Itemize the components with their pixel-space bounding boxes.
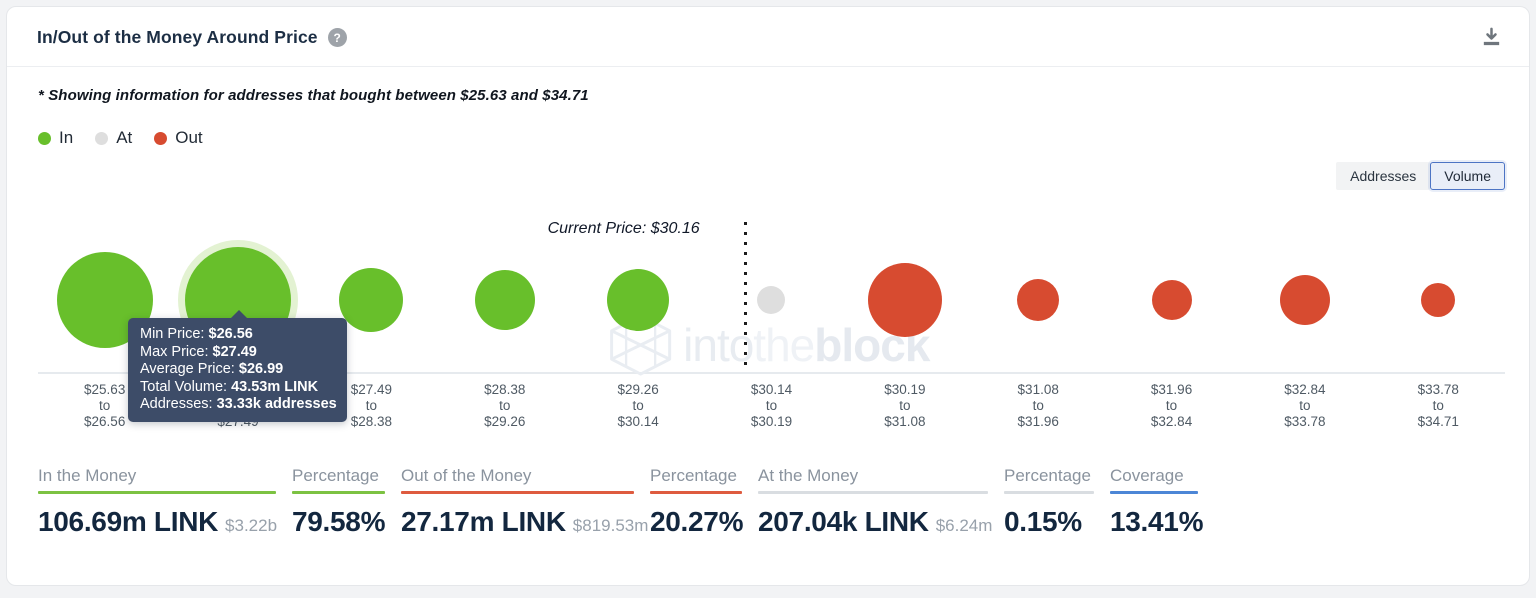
stat-secondary-at-the-money-5: $6.24m	[935, 516, 993, 535]
page-title: In/Out of the Money Around Price	[37, 27, 318, 47]
stat-underline-percentage-6	[1004, 491, 1094, 494]
stat-value-row-percentage-4: 20.27%	[650, 506, 744, 538]
bubble-column-3	[305, 206, 438, 372]
stat-value-percentage-6: 0.15%	[1004, 506, 1082, 537]
legend-item-out[interactable]: Out	[154, 128, 203, 148]
stat-percentage-6: Percentage 0.15%	[1004, 466, 1094, 538]
legend-item-at[interactable]: At	[95, 128, 132, 148]
bubble-out-9[interactable]	[1151, 280, 1192, 320]
bubble-in-5[interactable]	[607, 269, 670, 331]
stat-secondary-in-the-money-1: $3.22b	[225, 516, 278, 535]
legend-label-out: Out	[175, 128, 203, 147]
axis-label-11: $33.78 to $34.71	[1417, 382, 1459, 429]
stat-value-in-the-money-1: 106.69m LINK	[38, 506, 219, 537]
axis-label-9: $31.96 to $32.84	[1150, 382, 1193, 429]
bubble-out-10[interactable]	[1279, 275, 1330, 325]
bubble-in-3[interactable]	[339, 268, 404, 332]
legend-dot-in-icon	[38, 131, 51, 145]
view-toggle: Addresses Volume	[38, 162, 1505, 190]
bubble-column-5	[571, 206, 704, 372]
bubble-out-11[interactable]	[1421, 283, 1456, 317]
tooltip-row-3: Average Price: $26.99	[140, 361, 284, 377]
legend-dot-at-icon	[95, 131, 109, 145]
view-toggle-volume-button[interactable]: Volume	[1430, 162, 1505, 190]
axis-label-7: $30.19 to $31.08	[884, 382, 926, 429]
stat-percentage-4: Percentage 20.27%	[650, 466, 744, 538]
stat-value-percentage-2: 79.58%	[292, 506, 386, 537]
stat-at-the-money-5: At the Money 207.04k LINK $6.24m	[758, 466, 992, 538]
stat-value-percentage-4: 20.27%	[650, 506, 744, 537]
axis-label-5: $29.26 to $30.14	[617, 382, 659, 429]
bubble-column-8	[972, 206, 1105, 372]
bubble-tooltip: Min Price: $26.56 Max Price: $27.49 Averag…	[128, 310, 347, 422]
bubble-column-4	[438, 206, 571, 372]
tooltip-row-5: Addresses: 33.33k addresses	[140, 396, 337, 412]
bubble-column-6	[705, 206, 838, 372]
stat-label-percentage-6: Percentage	[1004, 466, 1091, 485]
stat-underline-percentage-4	[650, 491, 742, 494]
legend: In At Out	[38, 128, 1505, 148]
legend-item-in[interactable]: In	[38, 128, 73, 148]
stat-percentage-2: Percentage 79.58%	[292, 466, 385, 538]
card-body: * Showing information for addresses that…	[7, 67, 1529, 538]
bubble-column-7	[838, 206, 971, 372]
stat-secondary-out-of-the-money-3: $819.53m	[572, 516, 649, 535]
legend-label-at: At	[116, 128, 133, 147]
axis-label-6: $30.14 to $30.19	[750, 382, 793, 429]
bubble-out-7[interactable]	[867, 263, 942, 337]
stat-underline-at-the-money-5	[758, 491, 988, 494]
stat-underline-out-of-the-money-3	[401, 491, 634, 494]
bubble-column-10	[1238, 206, 1371, 372]
stat-value-out-of-the-money-3: 27.17m LINK	[401, 506, 566, 537]
stat-in-the-money-1: In the Money 106.69m LINK $3.22b	[38, 466, 278, 538]
chart: intotheblock Current Price: $30.16 $25.6…	[38, 206, 1505, 430]
stat-value-row-out-of-the-money-3: 27.17m LINK $819.53m	[401, 506, 648, 538]
card-header: In/Out of the Money Around Price ?	[7, 7, 1529, 67]
stat-value-row-percentage-2: 79.58%	[292, 506, 385, 538]
current-price-label: Current Price: $30.16	[547, 220, 700, 237]
bubble-column-9	[1105, 206, 1238, 372]
stat-value-row-at-the-money-5: 207.04k LINK $6.24m	[758, 506, 992, 538]
stat-out-of-the-money-3: Out of the Money 27.17m LINK $819.53m	[401, 466, 648, 538]
bubble-column-11	[1372, 206, 1505, 372]
stat-value-row-percentage-6: 0.15%	[1004, 506, 1094, 538]
bubble-at-6[interactable]	[757, 286, 786, 314]
stat-value-row-coverage-7: 13.41%	[1110, 506, 1203, 538]
stat-label-percentage-2: Percentage	[292, 466, 379, 485]
summary-stats: In the Money 106.69m LINK $3.22b Percentage…	[38, 466, 1505, 538]
help-icon[interactable]: ?	[327, 28, 347, 47]
current-price-line	[743, 222, 747, 372]
axis-label-10: $32.84 to $33.78	[1284, 382, 1326, 429]
axis-label-3: $27.49 to $28.38	[350, 382, 393, 429]
axis-label-8: $31.08 to $31.96	[1017, 382, 1059, 429]
download-icon[interactable]	[1480, 26, 1503, 49]
legend-dot-out-icon	[154, 131, 168, 145]
tooltip-row-2: Max Price: $27.49	[140, 343, 257, 360]
stat-label-out-of-the-money-3: Out of the Money	[401, 466, 532, 485]
stat-value-at-the-money-5: 207.04k LINK	[758, 506, 929, 537]
tooltip-row-4: Total Volume: 43.53m LINK	[140, 378, 319, 395]
stat-label-in-the-money-1: In the Money	[38, 466, 137, 485]
stat-underline-in-the-money-1	[38, 491, 276, 494]
stat-underline-coverage-7	[1110, 491, 1198, 494]
chart-axis: $25.63to$26.56$26.56to$27.49$27.49to$28.…	[38, 382, 1505, 430]
tooltip-row-1: Min Price: $26.56	[140, 326, 253, 342]
axis-label-1: $25.63 to $26.56	[84, 382, 126, 429]
bubble-in-4[interactable]	[474, 270, 535, 330]
tooltip-caret	[230, 310, 248, 319]
stat-label-percentage-4: Percentage	[650, 466, 737, 485]
axis-label-4: $28.38 to $29.26	[484, 382, 526, 429]
stat-label-coverage-7: Coverage	[1110, 466, 1184, 485]
legend-label-in: In	[59, 128, 74, 147]
bubble-out-8[interactable]	[1017, 279, 1060, 321]
view-toggle-addresses-button[interactable]: Addresses	[1336, 162, 1431, 190]
stat-label-at-the-money-5: At the Money	[758, 466, 859, 485]
stat-value-coverage-7: 13.41%	[1110, 506, 1204, 537]
stat-underline-percentage-2	[292, 491, 385, 494]
stat-coverage-7: Coverage 13.41%	[1110, 466, 1203, 538]
stat-value-row-in-the-money-1: 106.69m LINK $3.22b	[38, 506, 278, 538]
in-out-money-card: In/Out of the Money Around Price ? * Sho…	[6, 6, 1530, 586]
bought-range-note: * Showing information for addresses that…	[38, 87, 589, 104]
